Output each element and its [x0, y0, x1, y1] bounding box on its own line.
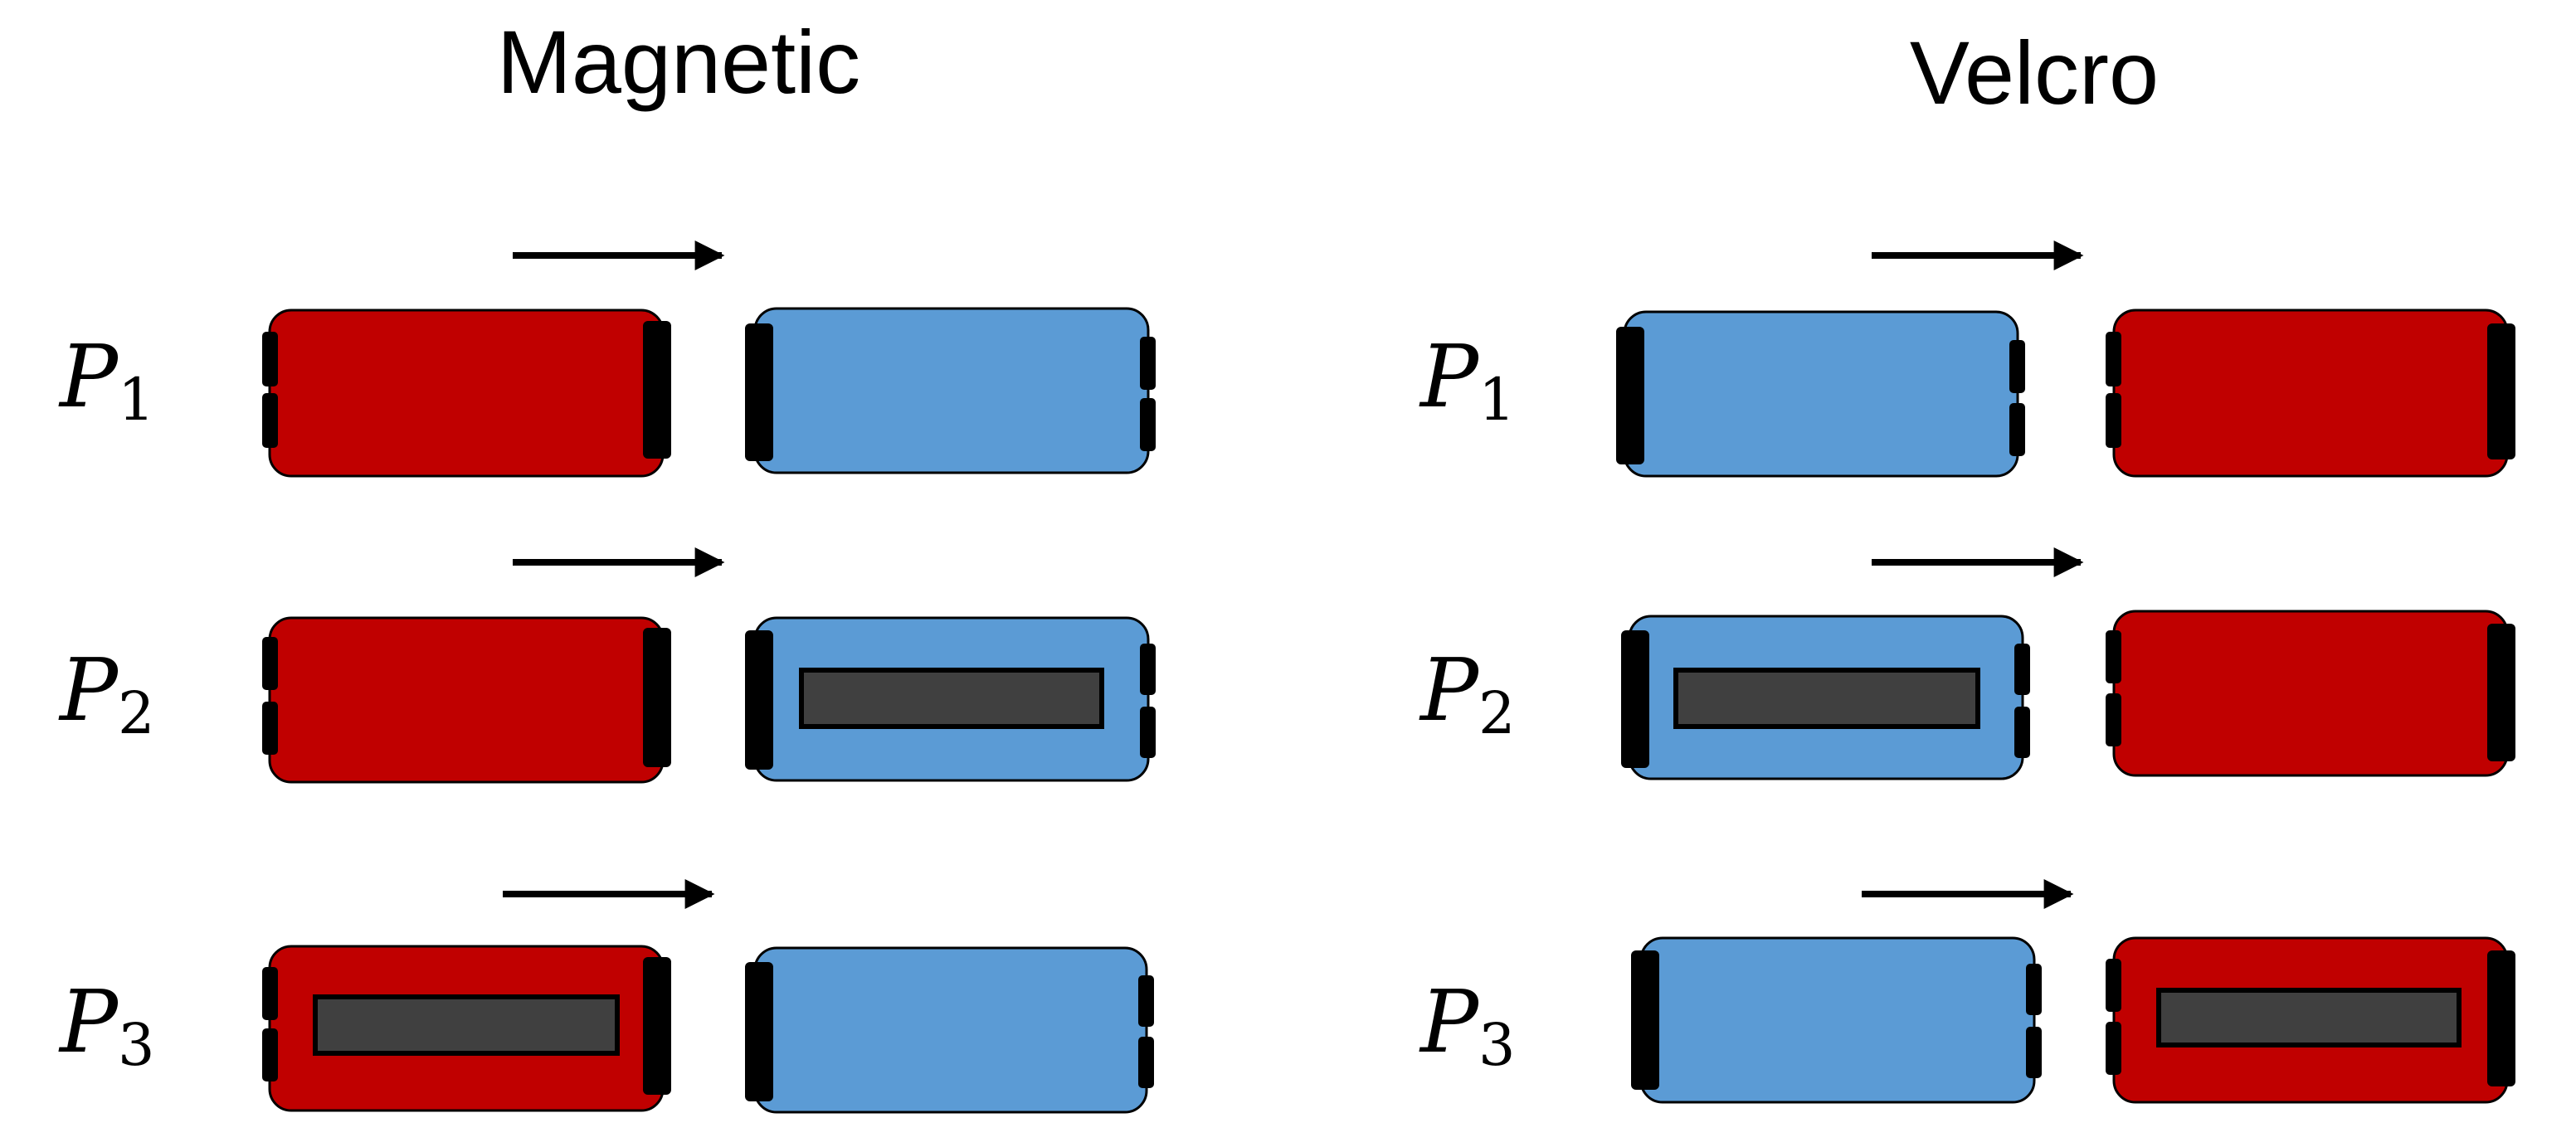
robot-red-p3-right — [2106, 936, 2515, 1104]
robot-red-p2-left — [262, 616, 671, 784]
robot-blue-p1-left — [745, 307, 1156, 474]
robot-red-p3-left — [262, 945, 671, 1112]
row-label-p2-right: P2 — [1419, 639, 1516, 747]
robot-blue-p1-right — [1616, 310, 2025, 478]
battery-slot — [1673, 668, 1980, 729]
battery-slot — [799, 668, 1104, 729]
row-label-p1-right: P1 — [1419, 326, 1516, 434]
title-velcro: Velcro — [1910, 22, 2159, 123]
robot-blue-p2-left — [745, 616, 1156, 782]
robot-red-p2-right — [2106, 610, 2515, 777]
robot-blue-p3-left — [745, 946, 1154, 1114]
robot-blue-p3-right — [1631, 936, 2042, 1104]
title-magnetic: Magnetic — [497, 12, 860, 112]
row-label-p1-left: P1 — [58, 326, 155, 434]
robot-red-p1-left — [262, 309, 671, 478]
robot-blue-p2-right — [1621, 615, 2030, 780]
row-label-p3-right: P3 — [1419, 971, 1516, 1079]
battery-slot — [313, 994, 620, 1056]
row-label-p3-left: P3 — [58, 971, 155, 1079]
row-label-p2-left: P2 — [58, 639, 155, 747]
battery-slot — [2156, 988, 2462, 1047]
robot-red-p1-right — [2106, 309, 2515, 478]
